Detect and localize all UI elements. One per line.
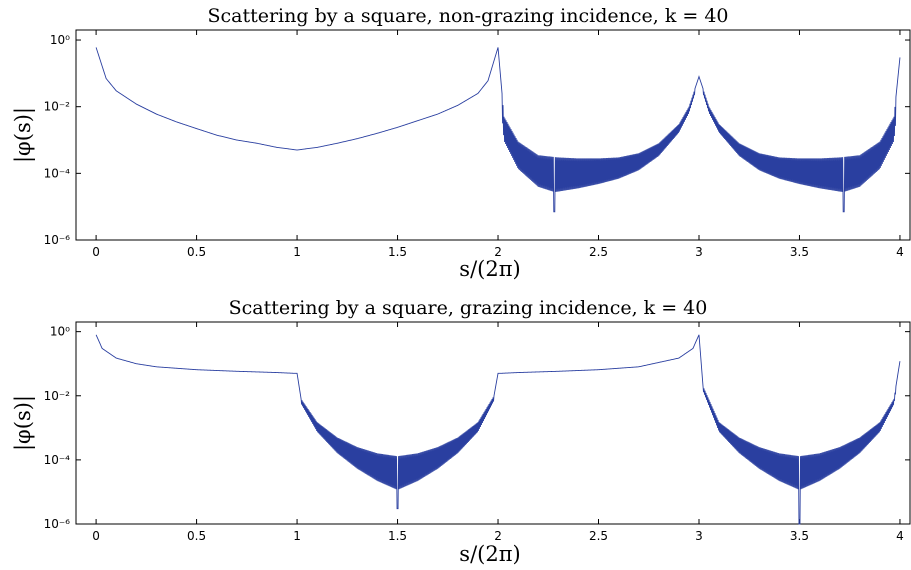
x-tick-label: 3.5 xyxy=(790,245,809,259)
y-tick-label: 10⁰ xyxy=(50,325,70,339)
y-tick-label: 10⁻² xyxy=(44,100,71,114)
x-tick-label: 3 xyxy=(695,529,703,543)
chart-panel-non-grazing: Scattering by a square, non-grazing inci… xyxy=(11,5,911,281)
y-axis-label: |φ(s)| xyxy=(11,395,36,451)
x-tick-label: 1.5 xyxy=(388,245,407,259)
x-tick-label: 2.5 xyxy=(589,529,608,543)
y-tick-label: 10⁻⁶ xyxy=(44,233,71,247)
x-tick-label: 0 xyxy=(92,245,100,259)
series-line xyxy=(95,334,901,525)
plot-area-frame xyxy=(75,29,911,241)
chart-title: Scattering by a square, non-grazing inci… xyxy=(207,5,728,27)
plot-area-frame xyxy=(75,321,911,525)
x-tick-label: 4 xyxy=(896,529,904,543)
chart-panel-grazing: Scattering by a square, grazing incidenc… xyxy=(11,297,911,566)
x-tick-label: 4 xyxy=(896,245,904,259)
series-layer xyxy=(95,334,901,525)
x-tick-label: 2.5 xyxy=(589,245,608,259)
x-tick-label: 3 xyxy=(695,245,703,259)
x-ticks: 0 0.5 1 1.5 2 2.5 3 3.5 4 xyxy=(92,322,904,543)
x-axis-label: s/(2π) xyxy=(459,542,520,566)
x-tick-label: 0 xyxy=(92,529,100,543)
chart-title: Scattering by a square, grazing incidenc… xyxy=(229,297,708,319)
x-tick-label: 1 xyxy=(293,245,301,259)
y-tick-label: 10⁻⁴ xyxy=(44,453,71,467)
x-tick-label: 1.5 xyxy=(388,529,407,543)
y-tick-label: 10⁰ xyxy=(50,33,70,47)
y-tick-label: 10⁻⁶ xyxy=(44,517,71,531)
x-tick-label: 1 xyxy=(293,529,301,543)
y-tick-label: 10⁻² xyxy=(44,389,71,403)
y-ticks: 10⁰ 10⁻² 10⁻⁴ 10⁻⁶ xyxy=(44,33,910,247)
x-tick-label: 2 xyxy=(494,529,502,543)
x-tick-label: 3.5 xyxy=(790,529,809,543)
x-ticks: 0 0.5 1 1.5 2 2.5 3 3.5 4 xyxy=(92,30,904,259)
x-tick-label: 2 xyxy=(494,245,502,259)
y-tick-label: 10⁻⁴ xyxy=(44,166,71,180)
y-axis-label: |φ(s)| xyxy=(11,107,36,163)
series-layer xyxy=(95,47,901,213)
y-ticks: 10⁰ 10⁻² 10⁻⁴ 10⁻⁶ xyxy=(44,325,910,531)
x-tick-label: 0.5 xyxy=(187,245,206,259)
series-line xyxy=(95,47,901,213)
x-tick-label: 0.5 xyxy=(187,529,206,543)
x-axis-label: s/(2π) xyxy=(459,257,520,281)
